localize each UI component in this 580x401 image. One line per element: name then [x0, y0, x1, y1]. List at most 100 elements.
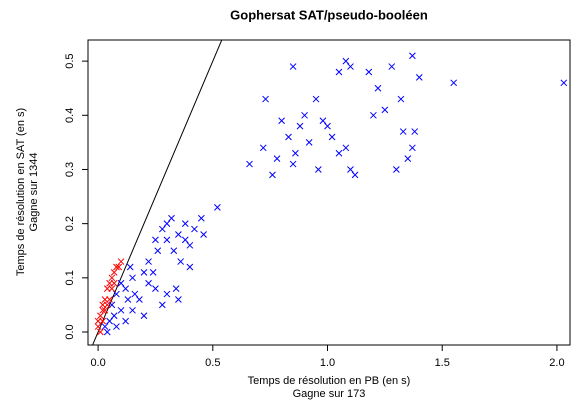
- point: [259, 144, 267, 152]
- point: [328, 133, 336, 141]
- point: [186, 241, 194, 249]
- point: [342, 57, 350, 65]
- diagonal-line: [92, 40, 223, 345]
- point: [117, 306, 125, 314]
- point: [381, 106, 389, 114]
- point: [186, 263, 194, 271]
- point: [103, 328, 111, 336]
- point: [312, 95, 320, 103]
- point: [106, 317, 113, 325]
- y-tick-label: 0.2: [64, 216, 76, 231]
- point: [122, 285, 129, 293]
- point: [113, 290, 120, 298]
- point: [145, 258, 152, 265]
- x-axis-sublabel: Gagne sur 173: [293, 388, 366, 400]
- point: [175, 231, 182, 238]
- point: [392, 166, 400, 173]
- point: [129, 306, 136, 314]
- point: [99, 306, 107, 314]
- point: [278, 117, 285, 125]
- point: [374, 84, 382, 92]
- point: [115, 263, 123, 271]
- point: [191, 225, 198, 233]
- point: [168, 214, 175, 222]
- y-axis-label: Temps de résolution en SAT (en s): [15, 108, 27, 276]
- x-tick-label: 1.5: [435, 357, 450, 369]
- point: [101, 323, 109, 330]
- point: [145, 279, 152, 287]
- y-axis-sublabel: Gagne sur 1344: [28, 153, 40, 232]
- point: [397, 95, 405, 103]
- x-tick-label: 0.0: [90, 357, 105, 369]
- point: [415, 74, 423, 81]
- point: [101, 306, 109, 314]
- point: [335, 68, 343, 76]
- point: [126, 263, 134, 271]
- point: [324, 122, 331, 130]
- y-tick-label: 0.5: [64, 53, 76, 68]
- point: [140, 312, 148, 320]
- point: [197, 214, 205, 222]
- point: [152, 285, 159, 293]
- point: [289, 160, 297, 168]
- point: [140, 269, 148, 276]
- point: [450, 79, 458, 87]
- point: [399, 128, 407, 135]
- point: [158, 301, 166, 309]
- y-tick-label: 0.4: [64, 108, 76, 123]
- point: [110, 279, 118, 287]
- point: [163, 290, 171, 298]
- point: [200, 231, 207, 238]
- y-tick-label: 0.1: [64, 270, 76, 285]
- plot-area: [92, 40, 568, 345]
- point: [94, 323, 102, 330]
- point: [177, 258, 185, 265]
- point: [305, 139, 313, 146]
- point: [342, 144, 350, 152]
- point: [117, 279, 125, 287]
- point: [113, 323, 120, 330]
- y-tick-label: 0.0: [64, 324, 76, 339]
- point: [113, 263, 120, 271]
- point: [409, 52, 416, 60]
- point: [181, 236, 189, 244]
- point: [136, 296, 143, 303]
- point: [110, 312, 118, 320]
- plot-frame: [87, 39, 571, 346]
- point: [131, 290, 139, 298]
- x-tick-label: 0.5: [205, 357, 220, 369]
- point: [124, 296, 132, 303]
- point: [214, 204, 221, 211]
- y-tick-label: 0.3: [64, 162, 76, 177]
- point: [289, 63, 297, 70]
- point: [110, 269, 118, 276]
- chart-title: Gophersat SAT/pseudo-booléen: [230, 7, 428, 22]
- point: [314, 166, 322, 173]
- point: [365, 68, 373, 76]
- point: [409, 144, 416, 152]
- point: [175, 296, 182, 303]
- point: [269, 171, 276, 179]
- point: [246, 160, 253, 168]
- point: [404, 155, 412, 162]
- point: [94, 317, 102, 325]
- point: [97, 312, 104, 320]
- point: [122, 317, 129, 325]
- point: [108, 274, 116, 282]
- point: [301, 111, 308, 119]
- point: [181, 220, 189, 228]
- point: [152, 236, 159, 244]
- point: [347, 63, 354, 70]
- point: [351, 171, 359, 179]
- point: [347, 166, 354, 173]
- point: [103, 301, 111, 309]
- x-tick-label: 1.0: [320, 357, 335, 369]
- x-tick-label: 2.0: [549, 357, 564, 369]
- point: [273, 155, 281, 162]
- point: [370, 111, 377, 119]
- point: [163, 236, 171, 244]
- point: [117, 258, 125, 265]
- point: [154, 247, 162, 255]
- point: [158, 225, 166, 233]
